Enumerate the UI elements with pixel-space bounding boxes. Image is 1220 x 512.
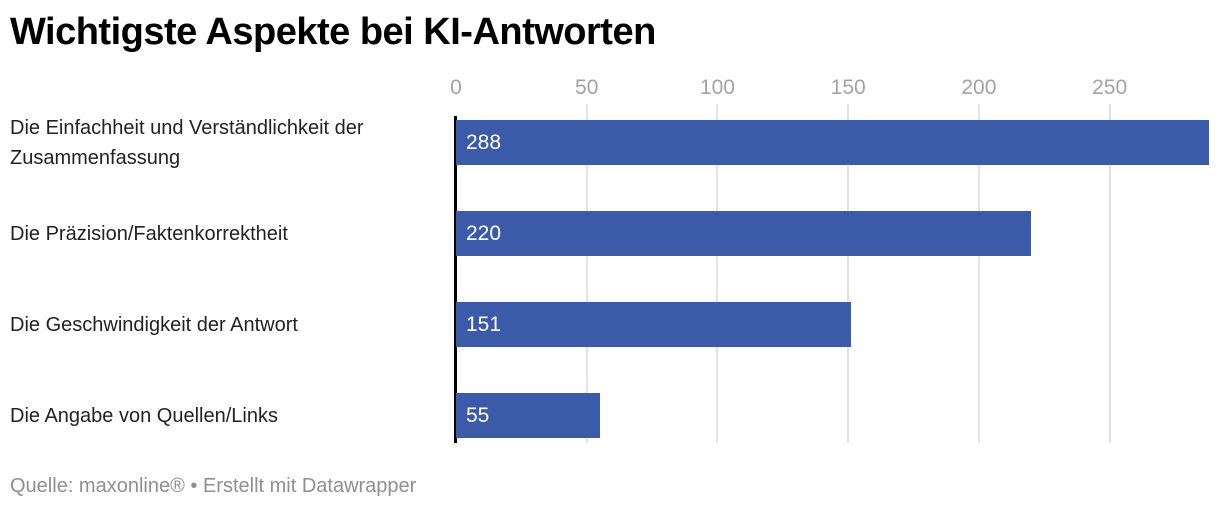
zero-baseline [454,116,457,443]
value-label: 55 [466,404,490,427]
value-label: 220 [466,222,502,245]
bar[interactable]: 151 [456,302,851,347]
x-tick-label: 200 [961,76,997,99]
value-label: 288 [466,131,502,154]
bar[interactable]: 288 [456,120,1209,165]
gridline [977,104,980,443]
x-tick-label: 0 [450,76,462,99]
gridline [1108,104,1111,443]
gridline [847,104,850,443]
chart-title: Wichtigste Aspekte bei KI-Antworten [10,11,656,53]
x-tick-label: 100 [699,76,735,99]
gridline [716,104,719,443]
x-tick-label: 250 [1092,76,1128,99]
value-label: 151 [466,313,502,336]
bar[interactable]: 55 [456,393,600,438]
x-tick-label: 150 [830,76,866,99]
bar[interactable]: 220 [456,211,1032,256]
x-tick-label: 50 [575,76,599,99]
category-label: Die Einfachheit und Verständlichkeit der… [10,116,364,169]
category-label: Die Präzision/Faktenkorrektheit [10,222,288,245]
source-attribution: Quelle: maxonline® • Erstellt mit Datawr… [10,475,417,497]
category-label: Die Geschwindigkeit der Antwort [10,313,298,336]
category-label: Die Angabe von Quellen/Links [10,404,278,427]
gridline [585,104,588,443]
